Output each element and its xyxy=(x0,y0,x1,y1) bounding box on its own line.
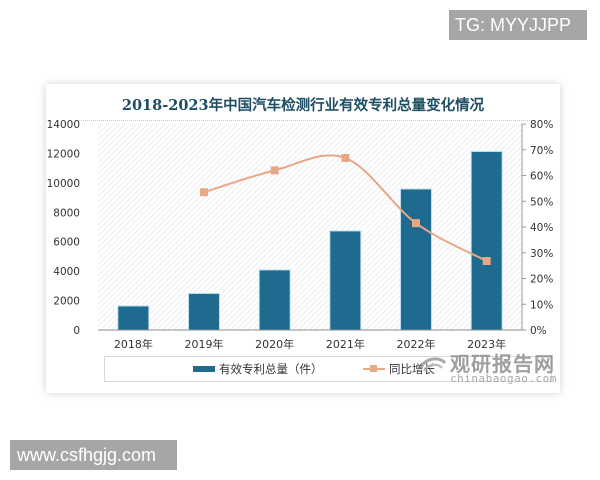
bar xyxy=(189,293,219,330)
left-tick-label: 6000 xyxy=(53,237,80,249)
watermark-domain: chinabaogao.com xyxy=(450,372,557,385)
right-tick-label: 70% xyxy=(530,145,553,157)
right-tick-label: 0% xyxy=(530,325,547,337)
left-tick-label: 4000 xyxy=(53,266,80,278)
line-marker xyxy=(200,188,208,197)
bar xyxy=(330,231,361,330)
chart-title: 2018-2023年中国汽车检测行业有效专利总量变化情况 xyxy=(121,97,485,114)
right-tick-label: 40% xyxy=(530,222,553,234)
bar-series-patents xyxy=(117,150,503,330)
line-marker-swatch-icon xyxy=(363,363,385,375)
watermark-name: 观研报告网 xyxy=(450,352,555,376)
legend-item-patents: 有效专利总量（件） xyxy=(193,361,323,377)
line-marker xyxy=(270,166,279,175)
title-divider xyxy=(76,120,530,121)
x-tick-label: 2023年 xyxy=(467,337,506,351)
right-axis: 0% 10% 20% 30% 40% 50% 60% 70% 80% xyxy=(521,119,553,337)
line-marker xyxy=(412,219,420,228)
combo-chart-plot: 0 2000 4000 6000 8000 10000 12000 14000 0% 10% 20… xyxy=(47,119,554,351)
bar xyxy=(259,270,290,330)
legend-label-patents: 有效专利总量（件） xyxy=(219,362,323,376)
line-marker xyxy=(482,256,491,265)
left-tick-label: 0 xyxy=(73,325,80,337)
line-series-yoy-growth xyxy=(200,153,491,265)
right-tick-label: 60% xyxy=(530,171,553,183)
bar xyxy=(471,151,502,330)
swirl-logo-icon xyxy=(419,357,447,372)
left-axis: 0 2000 4000 6000 8000 10000 12000 14000 xyxy=(47,119,80,337)
chart-container: 2018-2023年中国汽车检测行业有效专利总量变化情况 0 2000 4000 60… xyxy=(46,84,560,393)
right-tick-label: 80% xyxy=(530,119,553,131)
tg-watermark-badge: TG: MYYJJPP xyxy=(449,10,587,40)
chinabaogao-watermark: 观研报告网 chinabaogao.com xyxy=(418,348,558,388)
x-axis-labels: 2018年 2019年 2020年 2021年 2022年 2023年 xyxy=(98,329,522,351)
x-tick-label: 2018年 xyxy=(114,337,153,351)
right-tick-label: 20% xyxy=(530,274,553,286)
left-tick-label: 8000 xyxy=(53,207,80,219)
right-tick-label: 10% xyxy=(530,299,553,311)
x-tick-label: 2021年 xyxy=(326,337,365,351)
left-tick-label: 12000 xyxy=(47,148,80,160)
bar xyxy=(118,306,149,330)
x-tick-label: 2020年 xyxy=(255,337,294,351)
x-tick-label: 2022年 xyxy=(397,337,436,351)
plot-area-background xyxy=(98,124,522,330)
x-tick-label: 2019年 xyxy=(185,337,224,351)
left-tick-label: 14000 xyxy=(47,119,80,131)
left-tick-label: 2000 xyxy=(53,296,80,308)
bar-swatch-icon xyxy=(193,366,215,372)
bar xyxy=(401,189,431,330)
site-watermark-badge: www.csfhgjg.com xyxy=(10,440,177,470)
left-tick-label: 10000 xyxy=(47,178,80,190)
line-marker xyxy=(341,153,350,162)
right-tick-label: 50% xyxy=(530,196,553,208)
right-tick-label: 30% xyxy=(530,248,553,260)
